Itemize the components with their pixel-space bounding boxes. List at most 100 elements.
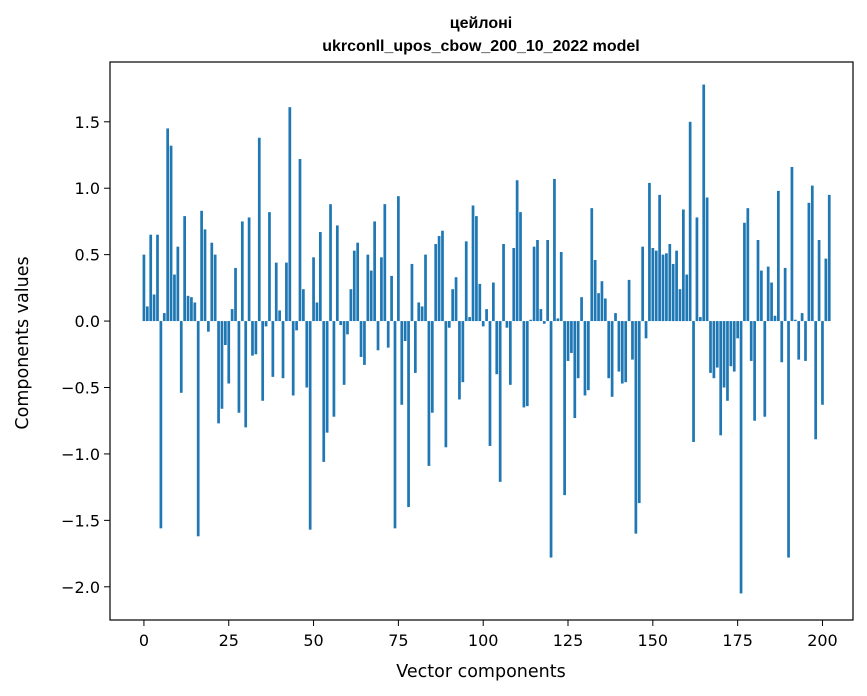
plot-area-frame <box>109 61 854 621</box>
y-tick-label: 0.5 <box>75 246 100 265</box>
bar-25 <box>227 321 231 384</box>
bar-7 <box>166 128 170 322</box>
bar-135 <box>600 281 604 322</box>
bar-82 <box>420 306 424 322</box>
bar-93 <box>458 321 461 400</box>
bar-186 <box>773 315 777 322</box>
bar-58 <box>339 321 343 326</box>
bar-153 <box>661 254 665 322</box>
bar-73 <box>390 275 393 322</box>
bar-3 <box>152 294 156 322</box>
bar-21 <box>213 254 217 322</box>
y-tick-label: −1.0 <box>61 445 100 464</box>
bar-18 <box>203 229 207 322</box>
bar-14 <box>190 297 193 322</box>
bar-56 <box>332 321 336 417</box>
bar-200 <box>821 321 824 405</box>
x-tick-label: 0 <box>139 631 149 650</box>
x-tick-label: 100 <box>468 631 499 650</box>
bar-182 <box>760 270 763 322</box>
bar-0 <box>142 254 146 322</box>
bar-49 <box>308 321 312 530</box>
bar-44 <box>291 321 295 396</box>
bar-120 <box>549 321 553 558</box>
bar-90 <box>447 321 451 328</box>
bar-89 <box>444 321 448 448</box>
bar-107 <box>505 321 509 328</box>
bar-4 <box>156 234 159 322</box>
bar-52 <box>318 232 322 322</box>
bar-97 <box>471 205 475 322</box>
bar-169 <box>715 321 719 368</box>
bar-66 <box>366 254 370 322</box>
bar-108 <box>508 321 512 385</box>
bar-1 <box>145 306 149 322</box>
y-axis-ticks: −2.0 −1.5 −1.0 −0.5 0.0 0.5 1.0 1.5 <box>61 113 110 597</box>
bar-5 <box>159 321 163 529</box>
bar-86 <box>434 244 438 322</box>
chart-title-line-1: цейлоні <box>450 15 512 32</box>
bar-47 <box>302 289 305 322</box>
y-tick-label: 1.0 <box>75 179 100 198</box>
bar-37 <box>268 212 271 322</box>
bar-128 <box>576 321 580 379</box>
bar-26 <box>230 309 234 322</box>
bar-13 <box>186 295 190 322</box>
bar-202 <box>827 194 831 322</box>
bar-140 <box>617 321 621 372</box>
bar-24 <box>223 321 227 345</box>
bar-161 <box>688 121 692 322</box>
bar-166 <box>705 197 709 322</box>
bar-10 <box>176 246 180 322</box>
bar-95 <box>464 241 468 322</box>
bar-130 <box>583 321 587 396</box>
x-tick-label: 25 <box>219 631 239 650</box>
y-tick-label: −1.5 <box>61 511 100 530</box>
bar-175 <box>736 321 740 339</box>
bar-197 <box>810 185 814 322</box>
bar-81 <box>417 302 421 322</box>
bar-125 <box>566 321 570 361</box>
bar-38 <box>271 321 275 377</box>
bar-198 <box>814 321 818 440</box>
bar-78 <box>407 321 410 508</box>
bar-132 <box>590 208 594 322</box>
bar-124 <box>563 321 566 496</box>
bar-64 <box>359 321 363 357</box>
bar-142 <box>624 321 628 383</box>
bar-79 <box>410 263 414 322</box>
bar-143 <box>627 279 631 322</box>
bar-141 <box>620 321 624 384</box>
bar-123 <box>559 251 563 322</box>
bar-171 <box>722 321 726 388</box>
bar-191 <box>790 166 794 322</box>
bar-133 <box>593 259 597 322</box>
bar-76 <box>400 321 404 405</box>
bar-144 <box>631 321 634 360</box>
bar-136 <box>603 298 607 322</box>
bar-118 <box>542 321 546 324</box>
bar-113 <box>525 321 529 407</box>
bar-69 <box>376 321 380 351</box>
bar-57 <box>335 225 339 322</box>
bar-42 <box>285 262 288 322</box>
bar-178 <box>746 208 750 322</box>
bar-149 <box>648 182 651 322</box>
bar-85 <box>430 321 434 413</box>
bar-117 <box>539 309 543 322</box>
bar-165 <box>702 84 706 322</box>
bar-164 <box>698 317 702 322</box>
x-tick-label: 125 <box>553 631 584 650</box>
bar-61 <box>349 289 353 322</box>
bar-75 <box>397 196 400 322</box>
bar-33 <box>254 321 258 355</box>
bar-127 <box>573 321 577 419</box>
bar-106 <box>502 244 505 322</box>
bar-193 <box>797 321 801 360</box>
x-axis-label: Vector components <box>396 662 565 682</box>
y-tick-label: 1.5 <box>75 113 100 132</box>
bar-160 <box>685 274 689 322</box>
bars-group <box>142 84 831 594</box>
x-axis-ticks: 0 25 50 75 100 125 150 175 200 <box>139 620 838 650</box>
